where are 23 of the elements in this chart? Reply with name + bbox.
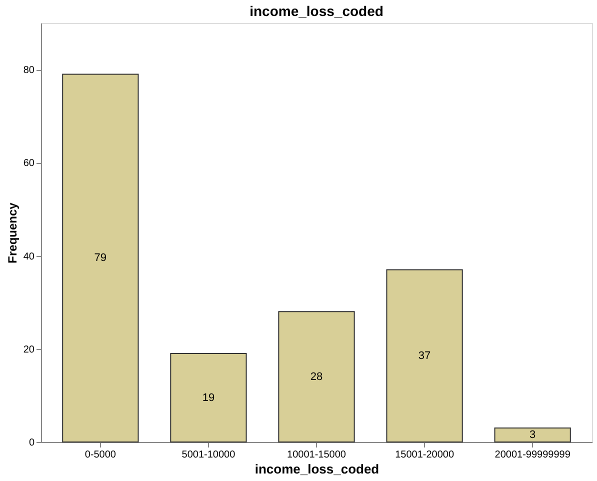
y-tick-label: 40 — [23, 251, 35, 262]
bar — [494, 428, 571, 442]
y-tick-label: 80 — [23, 65, 35, 76]
data-label: 3 — [530, 429, 536, 442]
bar — [170, 353, 247, 442]
bar — [62, 74, 139, 442]
chart-title: income_loss_coded — [250, 3, 384, 19]
data-label: 28 — [310, 370, 323, 383]
data-label: 79 — [94, 252, 107, 264]
bar — [278, 311, 355, 442]
x-tick-label: 10001-15000 — [287, 450, 346, 460]
data-label: 37 — [418, 350, 431, 362]
y-tick-label: 20 — [23, 344, 35, 356]
bar — [386, 269, 463, 442]
y-tick-label: 60 — [23, 158, 35, 170]
x-tick-label: 5001-10000 — [182, 450, 236, 460]
y-tick-label: 0 — [28, 438, 35, 448]
x-axis-title: income_loss_coded — [254, 462, 380, 476]
x-tick-label: 0-5000 — [84, 450, 116, 460]
x-tick-label: 20001-99999999 — [494, 450, 571, 460]
data-label: 19 — [202, 392, 215, 404]
y-axis-title: Frequency — [5, 202, 20, 264]
x-tick-label: 15001-20000 — [395, 450, 454, 460]
